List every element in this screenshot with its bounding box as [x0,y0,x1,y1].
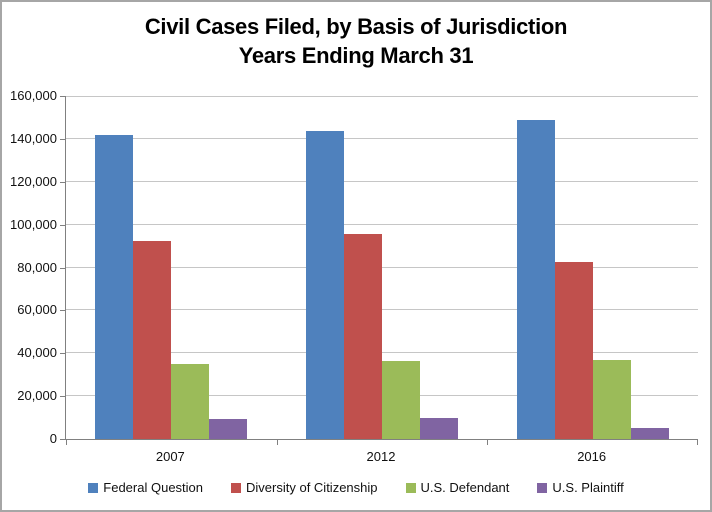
bar-group-2007 [66,96,277,439]
gridline [66,267,698,268]
legend-swatch-icon [405,482,416,493]
chart-title-line1: Civil Cases Filed, by Basis of Jurisdict… [144,14,568,39]
bar-federal-question-2012 [305,131,344,439]
bar-u-s-plaintiff-2016 [630,428,669,439]
legend-swatch-icon [537,482,548,493]
x-axis-tick [277,439,278,445]
legend-label: Federal Question [103,480,204,495]
bar-diversity-of-citizenship-2007 [133,241,172,439]
legend: Federal Question Diversity of Citizenship… [2,480,710,495]
bar-u-s-plaintiff-2012 [419,418,458,439]
y-axis-tick [60,439,66,440]
bar-diversity-of-citizenship-2012 [343,234,382,439]
x-axis-tick [697,439,698,445]
bar-u-s-defendant-2016 [592,360,631,439]
x-axis-label-2007: 2007 [155,449,185,464]
gridline [66,138,698,139]
y-axis-tick [60,268,66,269]
x-axis-label-2012: 2012 [366,449,396,464]
x-axis-tick [66,439,67,445]
y-axis-tick [60,353,66,354]
x-axis-label-2016: 2016 [577,449,607,464]
y-axis-label: 140,000 [10,131,57,146]
legend-label: U.S. Defendant [420,480,510,495]
bar-group-2012 [277,96,488,439]
y-axis-label: 100,000 [10,217,57,232]
y-axis-label: 40,000 [17,345,57,360]
y-axis-label: 120,000 [10,174,57,189]
y-axis-label: 20,000 [17,388,57,403]
legend-label: U.S. Plaintiff [552,480,624,495]
legend-swatch-icon [231,482,242,493]
legend-item-u-s-plaintiff: U.S. Plaintiff [537,480,624,495]
gridline [66,224,698,225]
gridline [66,309,698,310]
y-axis-label: 160,000 [10,88,57,103]
gridline [66,181,698,182]
y-axis-tick [60,396,66,397]
legend-item-diversity-of-citizenship: Diversity of Citizenship [231,480,378,495]
y-axis-label: 80,000 [17,260,57,275]
y-axis-tick [60,310,66,311]
bar-u-s-plaintiff-2007 [209,419,248,439]
bar-u-s-defendant-2007 [171,364,210,439]
bar-diversity-of-citizenship-2016 [554,262,593,439]
y-axis-tick [60,225,66,226]
legend-swatch-icon [88,482,99,493]
bar-federal-question-2016 [516,120,555,439]
legend-item-u-s-defendant: U.S. Defendant [405,480,510,495]
bar-u-s-defendant-2012 [381,361,420,439]
legend-label: Diversity of Citizenship [246,480,378,495]
gridline [66,352,698,353]
bar-group-2016 [487,96,698,439]
chart-title-line2: Years Ending March 31 [238,43,474,68]
gridline [66,96,698,97]
y-axis-tick [60,139,66,140]
x-axis-tick [487,439,488,445]
y-axis-label: 60,000 [17,302,57,317]
y-axis-tick [60,182,66,183]
legend-item-federal-question: Federal Question [88,480,203,495]
plot-area [60,96,698,445]
chart-title: Civil Cases Filed, by Basis of Jurisdict… [2,12,710,70]
y-axis-tick [60,96,66,97]
bar-federal-question-2007 [95,135,134,439]
y-axis-label: 0 [49,431,57,446]
